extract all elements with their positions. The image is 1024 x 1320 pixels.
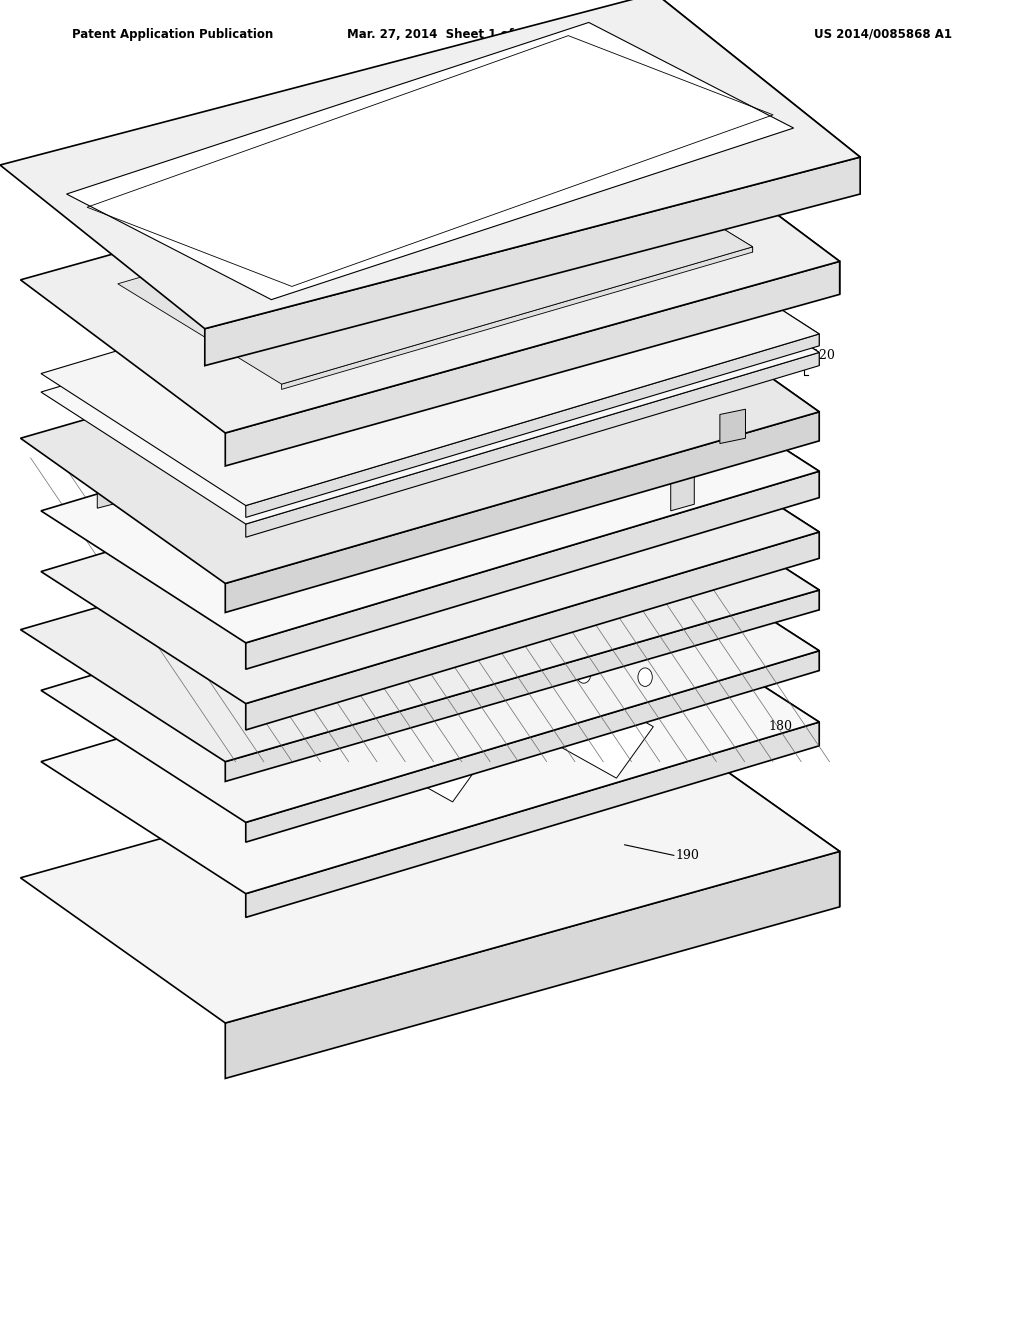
Text: 180: 180 <box>768 719 792 733</box>
Polygon shape <box>671 474 694 511</box>
Text: Patent Application Publication: Patent Application Publication <box>72 28 273 41</box>
Polygon shape <box>20 458 819 762</box>
Polygon shape <box>41 202 819 506</box>
Polygon shape <box>225 851 840 1078</box>
Polygon shape <box>41 519 819 822</box>
Circle shape <box>208 645 222 664</box>
Polygon shape <box>225 261 840 466</box>
Polygon shape <box>614 590 819 746</box>
Text: 121: 121 <box>768 359 792 372</box>
Circle shape <box>332 486 344 502</box>
Circle shape <box>331 652 345 671</box>
Polygon shape <box>20 706 840 1023</box>
Polygon shape <box>391 692 489 777</box>
Polygon shape <box>246 651 819 842</box>
Polygon shape <box>282 247 753 389</box>
Polygon shape <box>391 715 489 803</box>
Circle shape <box>515 661 529 680</box>
Polygon shape <box>614 339 819 498</box>
Circle shape <box>270 486 283 502</box>
Polygon shape <box>166 700 264 784</box>
Polygon shape <box>225 590 819 781</box>
Text: 100: 100 <box>302 123 326 136</box>
Polygon shape <box>246 334 819 517</box>
Polygon shape <box>97 471 123 508</box>
Text: 190: 190 <box>676 849 699 862</box>
Text: 130: 130 <box>768 418 792 432</box>
Polygon shape <box>246 532 819 730</box>
Text: Fig.  1: Fig. 1 <box>385 66 475 92</box>
Polygon shape <box>635 706 840 907</box>
Polygon shape <box>67 22 794 300</box>
Polygon shape <box>0 0 860 329</box>
Circle shape <box>638 668 652 686</box>
Text: 111: 111 <box>650 176 674 189</box>
Circle shape <box>178 268 190 284</box>
Text: 140: 140 <box>768 474 792 487</box>
Polygon shape <box>614 458 819 610</box>
Polygon shape <box>41 220 819 524</box>
Polygon shape <box>614 220 819 366</box>
Polygon shape <box>246 722 819 917</box>
Circle shape <box>234 268 247 284</box>
Polygon shape <box>614 519 819 671</box>
Polygon shape <box>655 0 860 194</box>
Text: 170: 170 <box>768 653 792 667</box>
Polygon shape <box>246 471 819 669</box>
Polygon shape <box>614 267 819 441</box>
Polygon shape <box>635 108 840 294</box>
Circle shape <box>269 648 284 667</box>
Polygon shape <box>279 708 377 792</box>
Polygon shape <box>20 108 840 433</box>
Polygon shape <box>555 692 653 777</box>
Text: 160: 160 <box>768 591 792 605</box>
Polygon shape <box>246 352 819 537</box>
Circle shape <box>392 655 407 673</box>
Text: 150: 150 <box>768 535 792 548</box>
Text: 110: 110 <box>768 251 792 264</box>
Polygon shape <box>279 682 377 768</box>
Polygon shape <box>41 590 819 894</box>
Circle shape <box>454 659 468 677</box>
Polygon shape <box>614 202 819 346</box>
Polygon shape <box>41 400 819 704</box>
Polygon shape <box>118 147 753 384</box>
Polygon shape <box>20 267 819 583</box>
Polygon shape <box>166 675 264 760</box>
Polygon shape <box>589 147 753 252</box>
Polygon shape <box>205 157 860 366</box>
Circle shape <box>577 665 591 684</box>
Polygon shape <box>41 339 819 643</box>
Text: 122: 122 <box>768 337 792 350</box>
Polygon shape <box>720 409 745 444</box>
Polygon shape <box>225 412 819 612</box>
Text: 120: 120 <box>811 348 835 362</box>
Text: US 2014/0085868 A1: US 2014/0085868 A1 <box>814 28 952 41</box>
Text: Mar. 27, 2014  Sheet 1 of 16: Mar. 27, 2014 Sheet 1 of 16 <box>347 28 534 41</box>
Polygon shape <box>614 400 819 558</box>
